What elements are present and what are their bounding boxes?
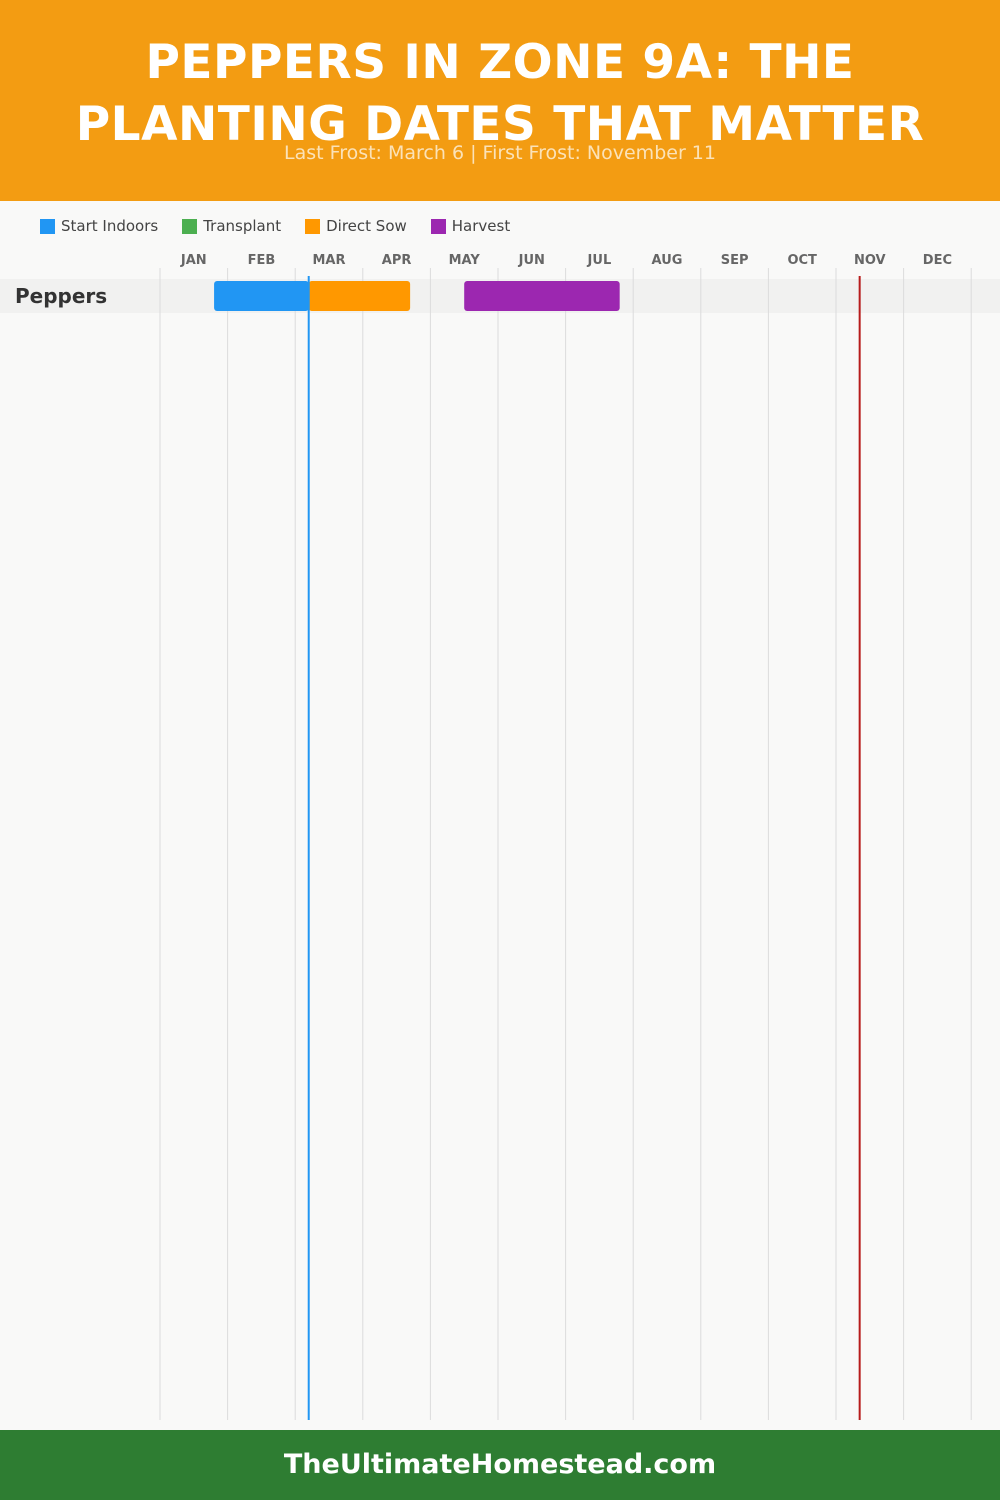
footer-site-name: TheUltimateHomestead.com — [283, 1449, 717, 1480]
legend: Start Indoors Transplant Direct Sow Harv… — [40, 214, 510, 238]
page-title: PEPPERS IN ZONE 9A: THE PLANTING DATES T… — [0, 32, 1000, 156]
month-label: OCT — [787, 253, 817, 268]
row-label: Peppers — [15, 284, 107, 308]
header-banner: PEPPERS IN ZONE 9A: THE PLANTING DATES T… — [0, 0, 1000, 201]
bar-start-indoors — [214, 281, 309, 311]
legend-item-start-indoors: Start Indoors — [40, 217, 158, 235]
legend-swatch — [40, 218, 55, 234]
month-label: APR — [382, 253, 412, 268]
legend-item-direct-sow: Direct Sow — [305, 217, 407, 235]
month-label: JAN — [180, 253, 207, 268]
legend-swatch — [430, 218, 446, 234]
bar-harvest — [464, 281, 620, 311]
month-label: NOV — [854, 253, 886, 268]
planting-calendar-chart: JAN FEB MAR APR MAY JUN JUL AUG SEP OCT NOV DEC Pepp… — [15, 253, 972, 1420]
month-label: AUG — [652, 253, 683, 268]
frost-dates-subtitle: Last Frost: March 6 | First Frost: Novem… — [284, 142, 716, 164]
legend-label: Transplant — [203, 217, 282, 235]
month-label: JUN — [518, 253, 545, 268]
month-label: FEB — [248, 253, 276, 268]
legend-swatch — [305, 218, 321, 234]
legend-label: Direct Sow — [326, 217, 407, 235]
month-label: MAY — [449, 253, 481, 268]
legend-label: Start Indoors — [61, 217, 159, 235]
month-label: SEP — [721, 253, 749, 268]
legend-item-transplant: Transplant — [182, 217, 281, 235]
footer-banner: TheUltimateHomestead.com — [0, 1430, 1000, 1500]
legend-label: Harvest — [451, 217, 511, 235]
title-line-2: PLANTING DATES THAT MATTER — [75, 97, 925, 152]
title-line-1: PEPPERS IN ZONE 9A: THE — [145, 35, 855, 90]
legend-item-harvest: Harvest — [430, 217, 511, 235]
month-label: DEC — [923, 253, 952, 268]
legend-swatch — [182, 218, 198, 234]
month-label: JUL — [587, 253, 612, 268]
month-label: MAR — [312, 253, 345, 268]
bar-direct-sow — [308, 281, 411, 311]
